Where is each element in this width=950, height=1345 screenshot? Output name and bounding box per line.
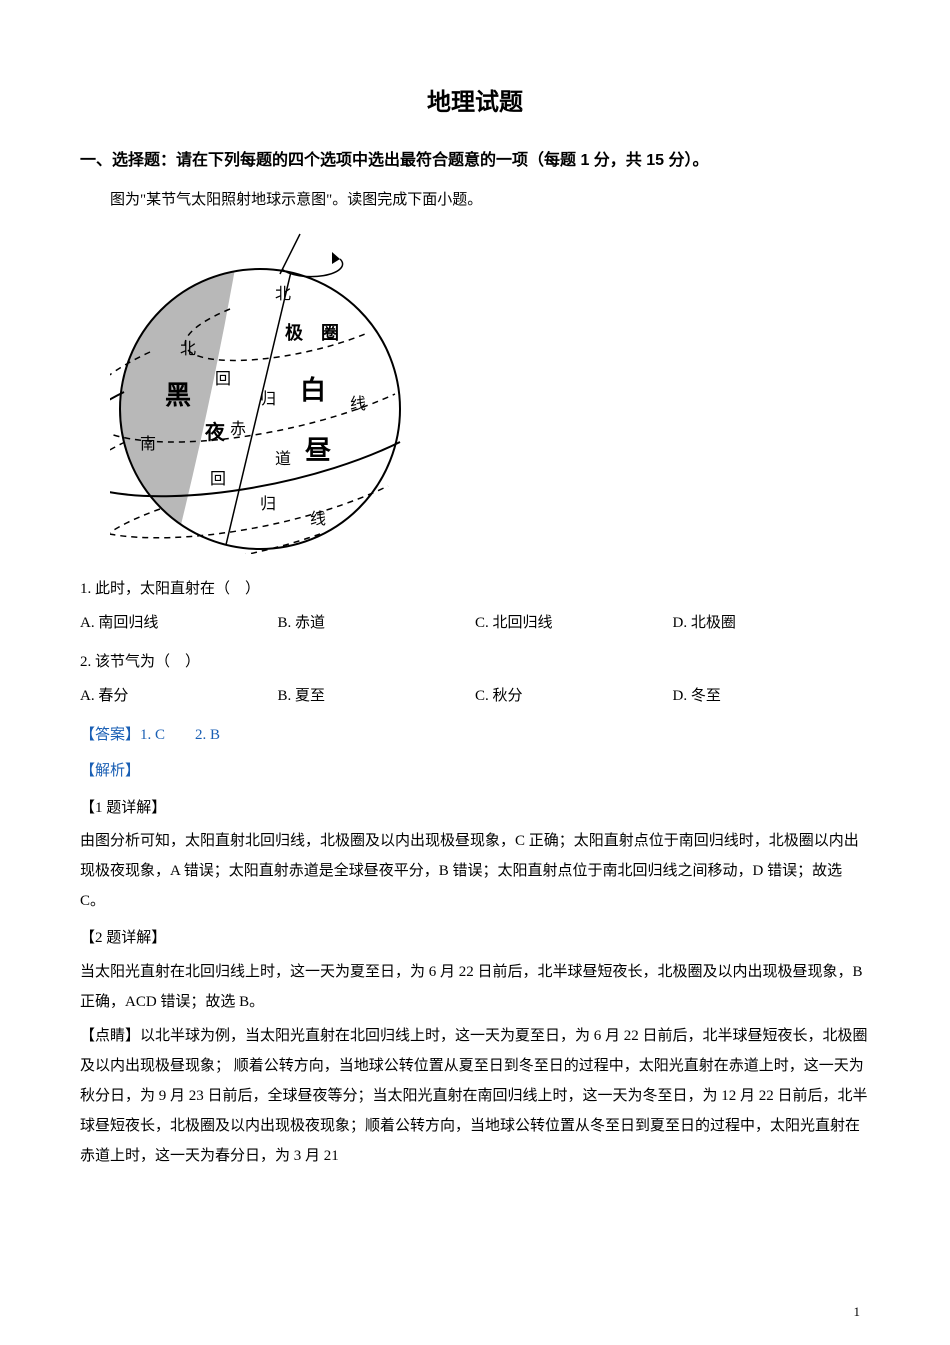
lbl-xian2: 线	[310, 510, 326, 528]
page-title: 地理试题	[80, 80, 870, 126]
q1-opt-c: C. 北回归线	[475, 609, 673, 638]
analysis-label: 【解析】	[80, 757, 870, 786]
q2-opt-b: B. 夏至	[278, 682, 476, 711]
q1-stem: 1. 此时，太阳直射在（ ）	[80, 575, 870, 604]
tip-label: 【点睛】	[80, 1028, 140, 1044]
lbl-black: 黑	[165, 381, 191, 410]
lbl-chi: 赤	[230, 420, 246, 438]
page-number: 1	[854, 1300, 861, 1325]
lbl-hui1: 回	[215, 371, 231, 388]
lbl-bei: 北	[180, 340, 196, 358]
question-intro: 图为"某节气太阳照射地球示意图"。读图完成下面小题。	[80, 186, 870, 215]
lbl-arctic: 极 圈	[285, 323, 339, 343]
q2-opt-a: A. 春分	[80, 682, 278, 711]
lbl-night: 夜	[204, 420, 226, 444]
lbl-dao: 道	[275, 450, 291, 468]
answer-label: 【答案】1. C 2. B	[80, 721, 870, 750]
analysis-sub2: 【2 题详解】	[80, 924, 870, 953]
lbl-day: 昼	[305, 436, 332, 465]
tip-text: 以北半球为例，当太阳光直射在北回归线上时，这一天为夏至日，为 6 月 22 日前…	[80, 1028, 868, 1164]
lbl-south: 南	[140, 435, 156, 453]
q2-opt-d: D. 冬至	[673, 682, 871, 711]
q1-opt-d: D. 北极圈	[673, 609, 871, 638]
analysis-text2: 当太阳光直射在北回归线上时，这一天为夏至日，为 6 月 22 日前后，北半球昼短…	[80, 957, 870, 1017]
lbl-white: 白	[300, 375, 326, 405]
lbl-hui2: 回	[210, 471, 226, 488]
lbl-gui1: 归	[260, 390, 276, 408]
lbl-gui2: 归	[260, 495, 276, 513]
lbl-xian1: 线	[350, 395, 366, 413]
tip-paragraph: 【点睛】以北半球为例，当太阳光直射在北回归线上时，这一天为夏至日，为 6 月 2…	[80, 1021, 870, 1171]
analysis-text1: 由图分析可知，太阳直射北回归线，北极圈及以内出现极昼现象，C 正确；太阳直射点位…	[80, 826, 870, 916]
section-heading: 一、选择题：请在下列每题的四个选项中选出最符合题意的一项（每题 1 分，共 15…	[80, 146, 870, 176]
q2-options: A. 春分 B. 夏至 C. 秋分 D. 冬至	[80, 682, 870, 711]
q2-stem: 2. 该节气为（ ）	[80, 648, 870, 677]
earth-diagram: 北 极 圈 北 回 归 线 黑 白 夜 昼 赤 道 南 回 归 线	[110, 224, 870, 565]
analysis-sub1: 【1 题详解】	[80, 794, 870, 823]
q1-opt-a: A. 南回归线	[80, 609, 278, 638]
lbl-north-top: 北	[275, 285, 291, 303]
q1-options: A. 南回归线 B. 赤道 C. 北回归线 D. 北极圈	[80, 609, 870, 638]
q1-opt-b: B. 赤道	[278, 609, 476, 638]
q2-opt-c: C. 秋分	[475, 682, 673, 711]
